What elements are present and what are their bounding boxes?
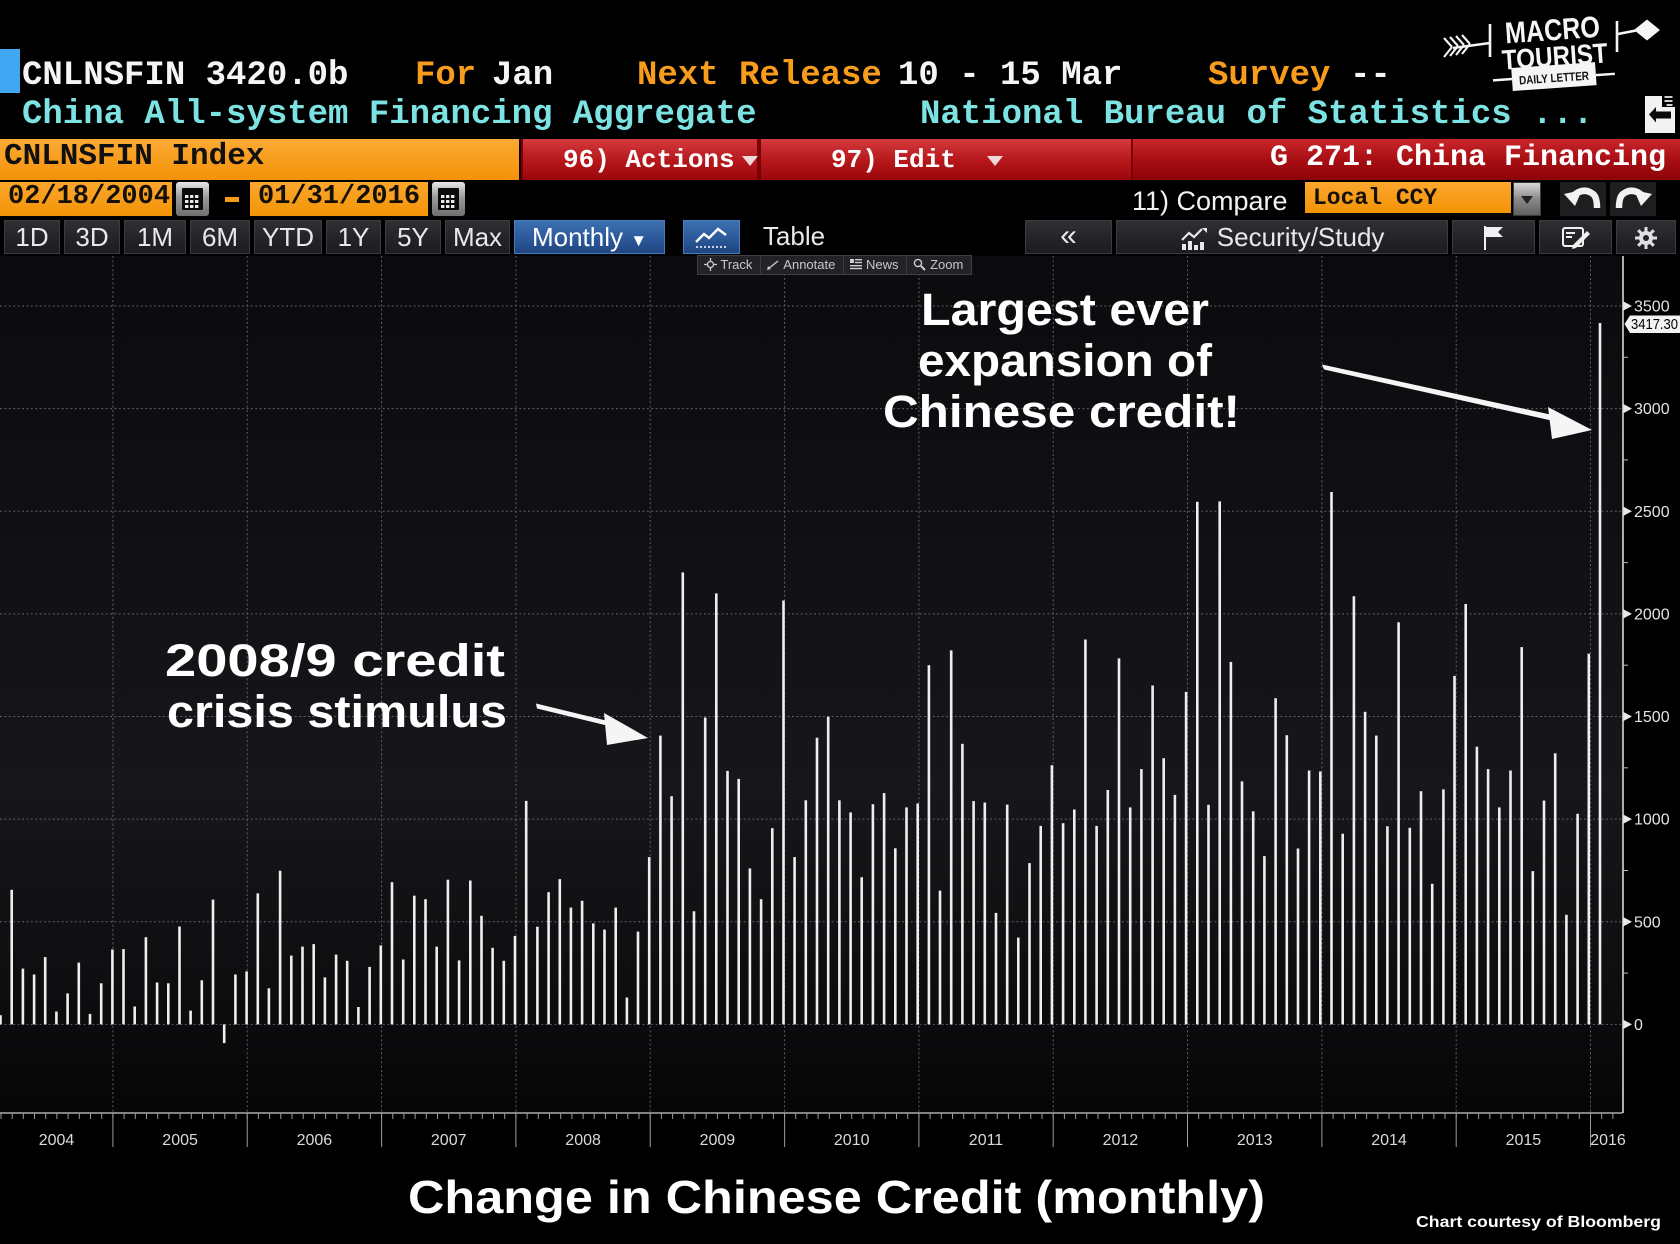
svg-text:2006: 2006	[297, 1132, 333, 1149]
svg-text:500: 500	[1634, 914, 1661, 931]
svg-text:2004: 2004	[39, 1132, 75, 1149]
svg-text:crisis stimulus: crisis stimulus	[167, 686, 507, 737]
svg-text:2013: 2013	[1237, 1132, 1273, 1149]
svg-text:2008: 2008	[565, 1132, 601, 1149]
svg-text:3500: 3500	[1634, 299, 1670, 316]
svg-text:Chinese credit!: Chinese credit!	[883, 386, 1240, 437]
svg-text:Largest ever: Largest ever	[921, 284, 1209, 335]
svg-text:3417.30: 3417.30	[1631, 317, 1678, 333]
svg-text:2016: 2016	[1590, 1132, 1626, 1149]
svg-text:expansion of: expansion of	[918, 335, 1213, 386]
svg-text:2015: 2015	[1506, 1132, 1542, 1149]
svg-text:2007: 2007	[431, 1132, 467, 1149]
svg-text:2000: 2000	[1634, 606, 1670, 623]
svg-text:Change in Chinese Credit (mont: Change in Chinese Credit (monthly)	[408, 1171, 1265, 1223]
svg-text:2009: 2009	[700, 1132, 736, 1149]
svg-text:1000: 1000	[1634, 812, 1670, 829]
svg-text:Chart courtesy of Bloomberg: Chart courtesy of Bloomberg	[1416, 1214, 1661, 1231]
svg-text:1500: 1500	[1634, 709, 1670, 726]
svg-text:2005: 2005	[162, 1132, 198, 1149]
svg-text:3000: 3000	[1634, 401, 1670, 418]
svg-text:2012: 2012	[1103, 1132, 1139, 1149]
svg-text:2014: 2014	[1371, 1132, 1407, 1149]
svg-text:DAILY LETTER: DAILY LETTER	[1519, 69, 1590, 88]
svg-text:2008/9 credit: 2008/9 credit	[165, 635, 505, 686]
svg-text:0: 0	[1634, 1017, 1643, 1034]
svg-text:2010: 2010	[834, 1132, 870, 1149]
svg-text:2011: 2011	[969, 1132, 1004, 1149]
svg-text:MACRO: MACRO	[1504, 11, 1601, 51]
svg-text:2500: 2500	[1634, 504, 1670, 521]
